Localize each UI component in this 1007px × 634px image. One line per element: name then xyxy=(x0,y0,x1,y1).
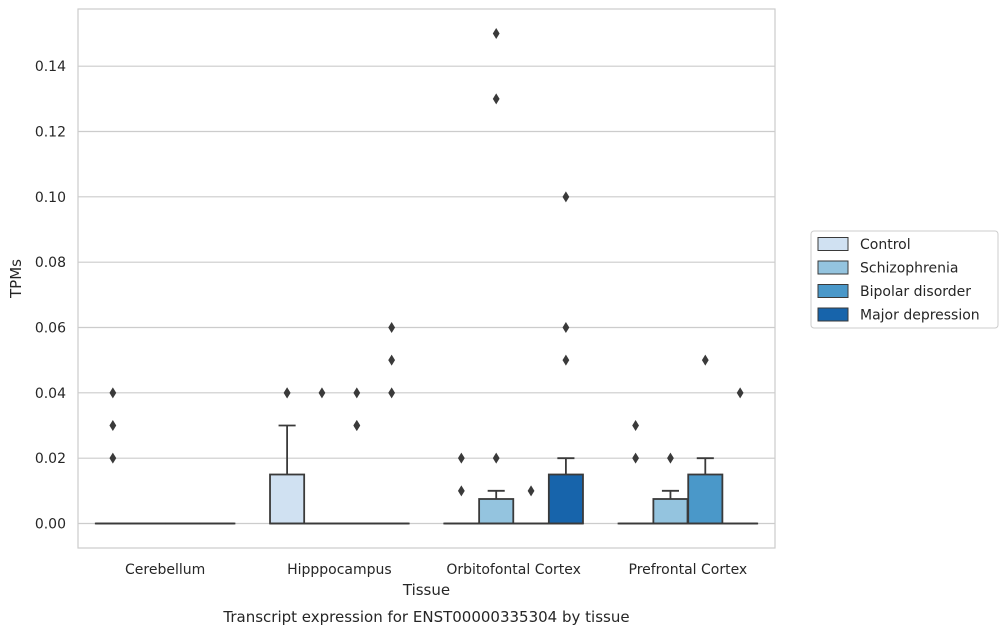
outlier-point xyxy=(701,354,709,366)
legend-swatch xyxy=(817,260,849,275)
outlier-point xyxy=(283,387,291,399)
box-group xyxy=(547,191,584,525)
y-tick-label: 0.00 xyxy=(35,517,66,533)
box xyxy=(652,498,689,525)
y-tick-label: 0.06 xyxy=(35,321,66,337)
y-tick-label: 0.04 xyxy=(35,386,66,402)
outlier-point xyxy=(109,387,117,399)
outlier-point xyxy=(353,387,361,399)
box-group xyxy=(617,420,654,525)
box-group xyxy=(303,387,340,525)
legend: Control Schizophrenia Bipolar disorder Majo… xyxy=(810,230,999,329)
box-group xyxy=(687,354,724,525)
legend-label: Bipolar disorder xyxy=(860,284,971,300)
outlier-point xyxy=(562,322,570,333)
box-group xyxy=(269,387,306,525)
box xyxy=(269,473,306,525)
gridlines xyxy=(78,65,775,525)
outlier-point xyxy=(492,93,500,105)
outlier-point xyxy=(562,191,570,203)
box xyxy=(547,473,584,525)
y-tick-label: 0.08 xyxy=(35,255,66,271)
y-tick-label: 0.12 xyxy=(35,125,66,141)
outlier-point xyxy=(318,387,326,399)
box-group xyxy=(722,387,759,525)
box-group xyxy=(373,322,410,525)
outlier-point xyxy=(109,420,117,431)
legend-label: Major depression xyxy=(860,308,980,324)
box-group xyxy=(94,387,131,525)
chart-caption: Transcript expression for ENST0000033530… xyxy=(222,608,629,626)
box xyxy=(478,498,515,525)
outlier-point xyxy=(492,28,500,39)
plot-frame xyxy=(77,8,776,549)
outlier-point xyxy=(353,420,361,431)
x-axis-label: Tissue xyxy=(402,581,450,599)
x-axis-ticks: Cerebellum Hipppocampus Orbitofontal Corte… xyxy=(125,562,747,578)
y-tick-label: 0.10 xyxy=(35,190,66,206)
box-group xyxy=(513,485,550,525)
outlier-point xyxy=(457,485,465,497)
x-tick-label: Cerebellum xyxy=(125,562,205,578)
outlier-point xyxy=(109,452,117,464)
box-series xyxy=(94,28,759,525)
legend-swatch xyxy=(817,307,849,322)
outlier-point xyxy=(632,452,639,464)
outlier-point xyxy=(388,387,396,399)
box-group xyxy=(478,28,515,525)
outlier-point xyxy=(492,452,500,464)
box xyxy=(687,473,724,525)
x-tick-label: Hipppocampus xyxy=(287,562,392,578)
box-group xyxy=(338,387,375,525)
y-tick-label: 0.14 xyxy=(35,59,66,75)
box-group xyxy=(443,452,480,525)
outlier-point xyxy=(388,322,396,333)
legend-swatch xyxy=(817,237,849,251)
outlier-point xyxy=(388,354,396,366)
outlier-point xyxy=(667,452,674,464)
outlier-point xyxy=(562,354,570,366)
outlier-point xyxy=(632,420,639,431)
legend-frame xyxy=(810,230,999,329)
x-tick-label: Orbitofontal Cortex xyxy=(446,562,581,578)
y-axis-label: TPMs xyxy=(7,259,25,299)
box-group xyxy=(652,452,689,525)
outlier-point xyxy=(527,485,535,497)
y-tick-label: 0.02 xyxy=(35,451,66,467)
x-tick-label: Prefrontal Cortex xyxy=(629,562,748,578)
outlier-point xyxy=(736,387,744,399)
outlier-point xyxy=(457,452,465,464)
legend-swatch xyxy=(817,284,849,298)
legend-label: Schizophrenia xyxy=(860,261,958,277)
legend-label: Control xyxy=(860,237,911,253)
y-axis-ticks: 0.00 0.02 0.04 0.06 0.08 0.10 0.12 0.14 xyxy=(35,59,66,532)
